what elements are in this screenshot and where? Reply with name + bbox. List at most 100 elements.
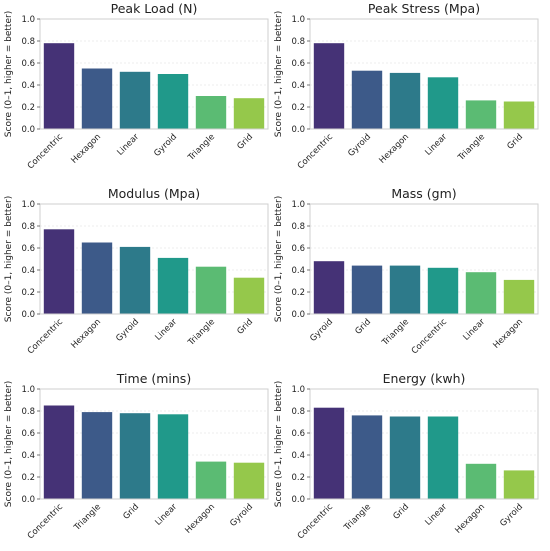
bar-linear	[465, 272, 497, 314]
y-tick-label: 0.0	[291, 310, 305, 320]
bar-grid	[233, 277, 265, 314]
bar-hexagon	[389, 72, 421, 129]
chart-panel-5: 0.0 0.2 0.4 0.6 0.8 1.0 Concentric Triangle Grid…	[4, 371, 269, 542]
y-tick-label: 0.6	[21, 429, 35, 439]
chart-title: Peak Load (N)	[111, 1, 198, 16]
plot-frame	[309, 18, 539, 130]
y-tick-label: 0.0	[291, 125, 305, 135]
y-tick-label: 0.4	[291, 81, 305, 91]
bar-concentric	[43, 43, 75, 130]
x-tick-label: Linear	[461, 317, 487, 343]
y-tick-label: 0.0	[21, 125, 35, 135]
x-tick-label: Hexagon	[377, 132, 411, 166]
chart-title: Energy (kwh)	[383, 371, 466, 386]
chart-title: Mass (gm)	[391, 186, 456, 201]
bar-concentric	[43, 229, 75, 314]
bar-grid	[503, 101, 535, 129]
bar-triangle	[195, 96, 227, 129]
bar-hexagon	[81, 242, 113, 314]
y-tick-label: 0.4	[21, 451, 35, 461]
y-tick-label: 1.0	[21, 15, 35, 25]
bar-gyroid	[157, 74, 189, 129]
y-tick-label: 0.6	[21, 244, 35, 254]
y-tick-label: 0.6	[291, 429, 305, 439]
plot-frame	[39, 388, 269, 500]
x-tick-label: Linear	[423, 132, 449, 158]
y-axis-label: Score (0–1, higher = better)	[274, 196, 284, 322]
y-axis-label: Score (0–1, higher = better)	[4, 11, 14, 137]
x-tick-label: Concentric	[26, 132, 66, 172]
y-tick-label: 1.0	[21, 385, 35, 395]
x-tick-label: Triangle	[380, 317, 411, 348]
y-tick-label: 0.2	[21, 473, 35, 483]
x-tick-label: Hexagon	[453, 502, 487, 536]
x-tick-label: Triangle	[186, 132, 217, 163]
y-tick-label: 1.0	[291, 385, 305, 395]
x-tick-label: Linear	[423, 502, 449, 528]
x-tick-label: Linear	[153, 317, 179, 343]
y-tick-label: 1.0	[21, 200, 35, 210]
y-tick-label: 0.4	[21, 81, 35, 91]
x-tick-label: Gyroid	[308, 317, 335, 344]
x-tick-label: Triangle	[186, 317, 217, 348]
chart-panel-3: 0.0 0.2 0.4 0.6 0.8 1.0 Concentric Hexagon Gyroi…	[4, 186, 269, 356]
x-tick-label: Concentric	[296, 132, 336, 172]
y-tick-label: 0.4	[291, 451, 305, 461]
chart-title: Time (mins)	[116, 371, 191, 386]
y-tick-label: 0.0	[291, 495, 305, 505]
bar-triangle	[195, 266, 227, 314]
bar-gyroid	[313, 261, 345, 314]
y-axis-label: Score (0–1, higher = better)	[274, 11, 284, 137]
bar-concentric	[427, 267, 459, 314]
y-tick-label: 1.0	[291, 200, 305, 210]
x-tick-label: Gyroid	[346, 132, 373, 159]
bar-linear	[157, 414, 189, 499]
y-tick-label: 0.0	[21, 310, 35, 320]
plot-frame	[309, 203, 539, 315]
y-tick-label: 1.0	[291, 15, 305, 25]
y-tick-label: 0.4	[21, 266, 35, 276]
x-tick-label: Concentric	[296, 502, 336, 542]
y-tick-label: 0.8	[291, 37, 305, 47]
y-tick-label: 0.8	[21, 222, 35, 232]
y-tick-label: 0.8	[291, 222, 305, 232]
bar-triangle	[389, 265, 421, 314]
bar-gyroid	[503, 470, 535, 499]
x-tick-label: Gyroid	[228, 502, 255, 529]
x-tick-label: Hexagon	[69, 317, 103, 351]
x-tick-label: Grid	[121, 502, 141, 522]
chart-panel-1: 0.0 0.2 0.4 0.6 0.8 1.0 Concentric Hexagon Linea…	[4, 1, 269, 172]
y-tick-label: 0.6	[21, 59, 35, 69]
y-axis-label: Score (0–1, higher = better)	[4, 381, 14, 507]
plot-frame	[39, 18, 269, 130]
bar-gyroid	[351, 70, 383, 129]
x-tick-label: Triangle	[456, 132, 487, 163]
x-tick-label: Hexagon	[69, 132, 103, 166]
y-tick-label: 0.6	[291, 244, 305, 254]
x-tick-label: Hexagon	[491, 317, 525, 351]
bar-hexagon	[195, 461, 227, 499]
y-tick-label: 0.2	[291, 103, 305, 113]
bar-grid	[119, 413, 151, 499]
y-axis-label: Score (0–1, higher = better)	[274, 381, 284, 507]
bar-hexagon	[465, 463, 497, 499]
bar-gyroid	[233, 462, 265, 499]
x-tick-label: Triangle	[342, 502, 373, 533]
bar-grid	[389, 416, 421, 499]
y-tick-label: 0.0	[21, 495, 35, 505]
x-tick-label: Concentric	[26, 502, 66, 542]
bar-triangle	[465, 100, 497, 129]
bar-grid	[233, 98, 265, 129]
y-tick-label: 0.4	[291, 266, 305, 276]
y-tick-label: 0.2	[21, 288, 35, 298]
x-tick-label: Grid	[235, 132, 255, 152]
bar-grid	[351, 265, 383, 314]
bar-concentric	[313, 43, 345, 130]
bar-linear	[119, 71, 151, 129]
plot-frame	[39, 203, 269, 315]
y-tick-label: 0.2	[291, 288, 305, 298]
y-tick-label: 0.8	[21, 37, 35, 47]
bar-gyroid	[119, 246, 151, 314]
bar-triangle	[81, 412, 113, 499]
bar-linear	[427, 77, 459, 129]
